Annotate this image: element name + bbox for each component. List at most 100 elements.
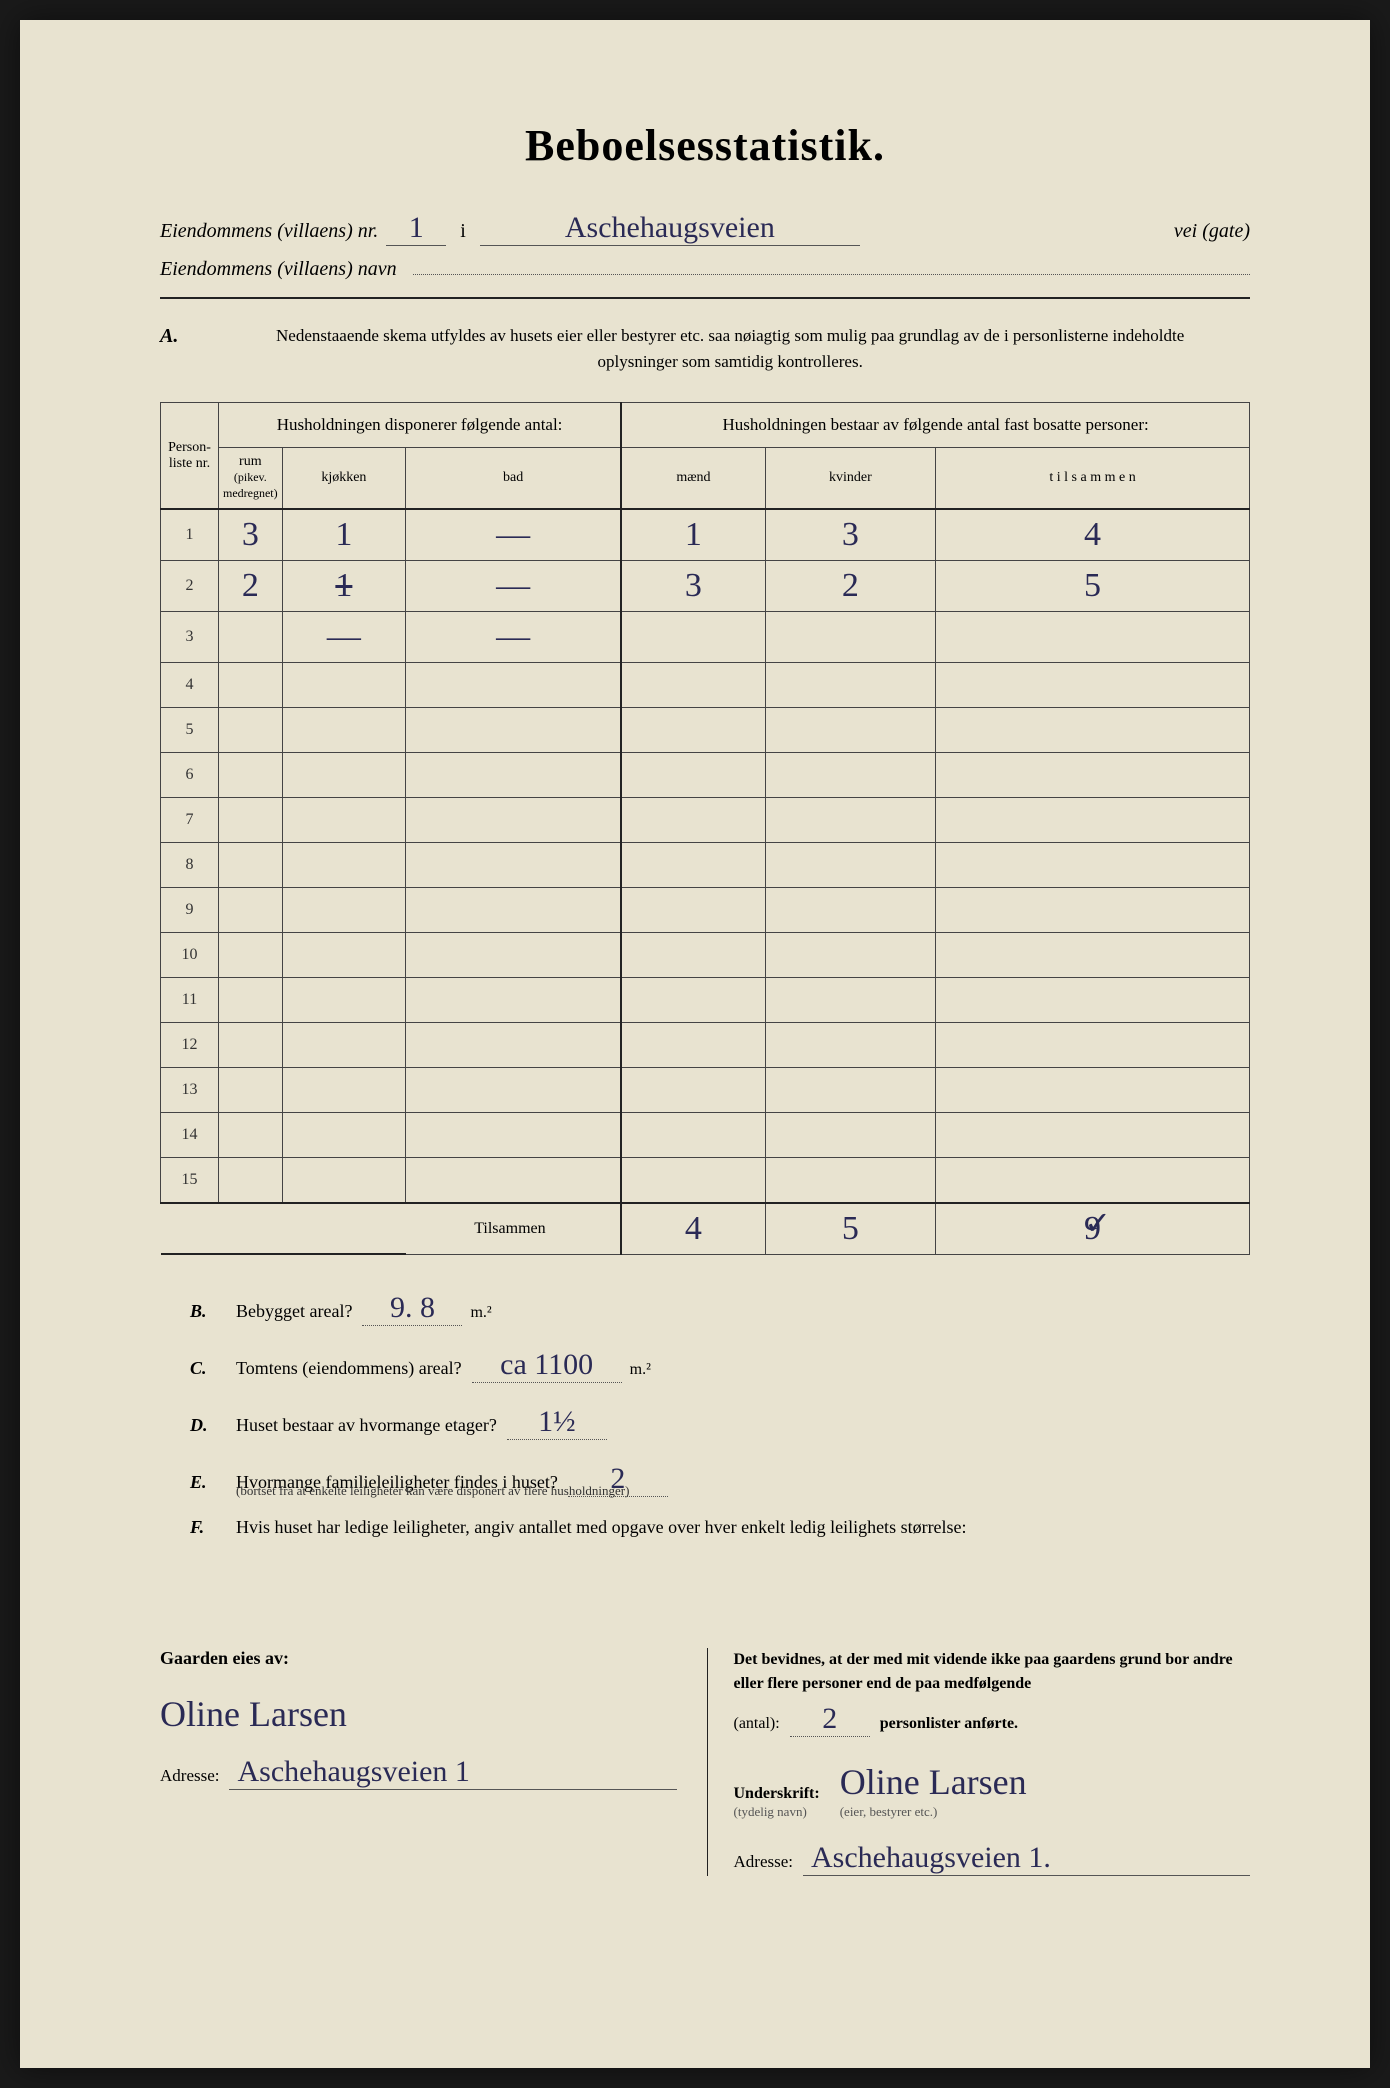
group-bestaar: Husholdningen bestaar av følgende antal … xyxy=(621,403,1249,448)
table-cell xyxy=(621,663,765,708)
section-a-letter: A. xyxy=(160,325,178,348)
table-cell xyxy=(219,1113,283,1158)
signature-note: (eier, bestyrer etc.) xyxy=(840,1804,938,1819)
table-cell xyxy=(765,708,935,753)
total-kvinder: 5 xyxy=(765,1203,935,1255)
q-c-unit: m.² xyxy=(630,1361,651,1379)
table-cell xyxy=(765,888,935,933)
total-maend: 4 xyxy=(621,1203,765,1255)
table-cell xyxy=(765,1113,935,1158)
table-cell xyxy=(219,708,283,753)
table-row: 5 xyxy=(161,708,1250,753)
q-d-text: Huset bestaar av hvormange etager? xyxy=(236,1415,497,1436)
table-cell xyxy=(765,1158,935,1203)
table-cell xyxy=(765,612,935,663)
table-cell: — xyxy=(282,612,406,663)
antal-value: 2 xyxy=(790,1702,870,1737)
table-cell xyxy=(621,1023,765,1068)
table-cell xyxy=(936,1158,1250,1203)
table-cell xyxy=(621,843,765,888)
table-row: 10 xyxy=(161,933,1250,978)
property-nr-row: Eiendommens (villaens) nr. 1 i Aschehaug… xyxy=(160,211,1250,246)
table-cell xyxy=(282,708,406,753)
table-row: 3—— xyxy=(161,612,1250,663)
table-cell xyxy=(621,798,765,843)
signature-block: Oline Larsen (eier, bestyrer etc.) xyxy=(840,1761,1250,1821)
table-cell xyxy=(282,1023,406,1068)
table-cell: 1 xyxy=(621,509,765,561)
question-c: C. Tomtens (eiendommens) areal? ca 1100 … xyxy=(190,1348,1250,1383)
attest-text-1: Det bevidnes, at der med mit vidende ikk… xyxy=(734,1651,1233,1692)
table-row: 131—134 xyxy=(161,509,1250,561)
table-cell xyxy=(936,798,1250,843)
col-bad: bad xyxy=(406,448,622,510)
underskrift-note: (tydelig navn) xyxy=(734,1804,807,1819)
table-cell xyxy=(936,1113,1250,1158)
attest-text: Det bevidnes, at der med mit vidende ikk… xyxy=(734,1648,1251,1696)
property-name-blank xyxy=(413,274,1250,275)
q-f-text-inner: Hvis huset har ledige leiligheter, angiv… xyxy=(236,1517,967,1537)
table-row: 8 xyxy=(161,843,1250,888)
street-value: Aschehaugsveien xyxy=(480,211,860,246)
table-cell xyxy=(621,888,765,933)
table-row: 12 xyxy=(161,1023,1250,1068)
table-cell xyxy=(219,978,283,1023)
col-rum: rum (pikev. medregnet) xyxy=(219,448,283,510)
property-nr-label: Eiendommens (villaens) nr. xyxy=(160,220,378,243)
col-personliste: Person-liste nr. xyxy=(161,403,219,510)
property-name-label: Eiendommens (villaens) navn xyxy=(160,258,397,281)
table-cell xyxy=(621,1068,765,1113)
q-c-letter: C. xyxy=(190,1358,236,1379)
table-cell xyxy=(621,978,765,1023)
antal-row: (antal): 2 personlister anførte. xyxy=(734,1702,1251,1737)
divider xyxy=(160,297,1250,299)
footer: Gaarden eies av: Oline Larsen Adresse: A… xyxy=(160,1648,1250,1876)
table-cell xyxy=(219,933,283,978)
q-e-note: (bortset fra at enkelte leiligheter kan … xyxy=(236,1483,1250,1499)
table-cell xyxy=(406,888,622,933)
table-cell xyxy=(765,978,935,1023)
instructions-text: Nedenstaaende skema utfyldes av husets e… xyxy=(270,323,1190,374)
totals-row: Tilsammen 4 5 9 xyxy=(161,1203,1250,1255)
table-row: 13 xyxy=(161,1068,1250,1113)
col-kvinder: kvinder xyxy=(765,448,935,510)
col-tilsammen: t i l s a m m e n xyxy=(936,448,1250,510)
col-maend: mænd xyxy=(621,448,765,510)
q-b-unit: m.² xyxy=(470,1304,491,1322)
table-row: 11 xyxy=(161,978,1250,1023)
footer-left: Gaarden eies av: Oline Larsen Adresse: A… xyxy=(160,1648,677,1876)
table-cell xyxy=(936,978,1250,1023)
table-cell xyxy=(406,1068,622,1113)
total-tilsammen-value: 9 xyxy=(1084,1210,1101,1247)
q-b-letter: B. xyxy=(190,1301,236,1322)
table-cell xyxy=(219,1158,283,1203)
table-cell xyxy=(282,663,406,708)
signature: Oline Larsen xyxy=(840,1761,1250,1803)
table-row: 14 xyxy=(161,1113,1250,1158)
table-cell xyxy=(936,612,1250,663)
table-cell xyxy=(765,663,935,708)
table-cell xyxy=(406,1023,622,1068)
table-cell xyxy=(936,888,1250,933)
table-cell: 3 xyxy=(621,561,765,612)
table-cell xyxy=(282,978,406,1023)
table-cell: — xyxy=(406,561,622,612)
table-cell: 1 xyxy=(161,509,219,561)
table-cell: 3 xyxy=(219,509,283,561)
table-cell xyxy=(282,1158,406,1203)
tilsammen-label: Tilsammen xyxy=(406,1203,622,1255)
adresse-label-right: Adresse: xyxy=(734,1852,793,1872)
table-cell xyxy=(936,933,1250,978)
table-cell xyxy=(219,888,283,933)
table-cell: 5 xyxy=(936,561,1250,612)
table-cell: 9 xyxy=(161,888,219,933)
table-cell xyxy=(406,978,622,1023)
table-cell xyxy=(282,798,406,843)
table-cell xyxy=(219,798,283,843)
right-address-line: Adresse: Aschehaugsveien 1. xyxy=(734,1841,1251,1876)
table-cell xyxy=(936,753,1250,798)
property-nr-value: 1 xyxy=(386,211,446,246)
table-cell xyxy=(219,843,283,888)
document-page: Beboelsesstatistik. Eiendommens (villaen… xyxy=(20,20,1370,2068)
table-cell: 3 xyxy=(765,509,935,561)
